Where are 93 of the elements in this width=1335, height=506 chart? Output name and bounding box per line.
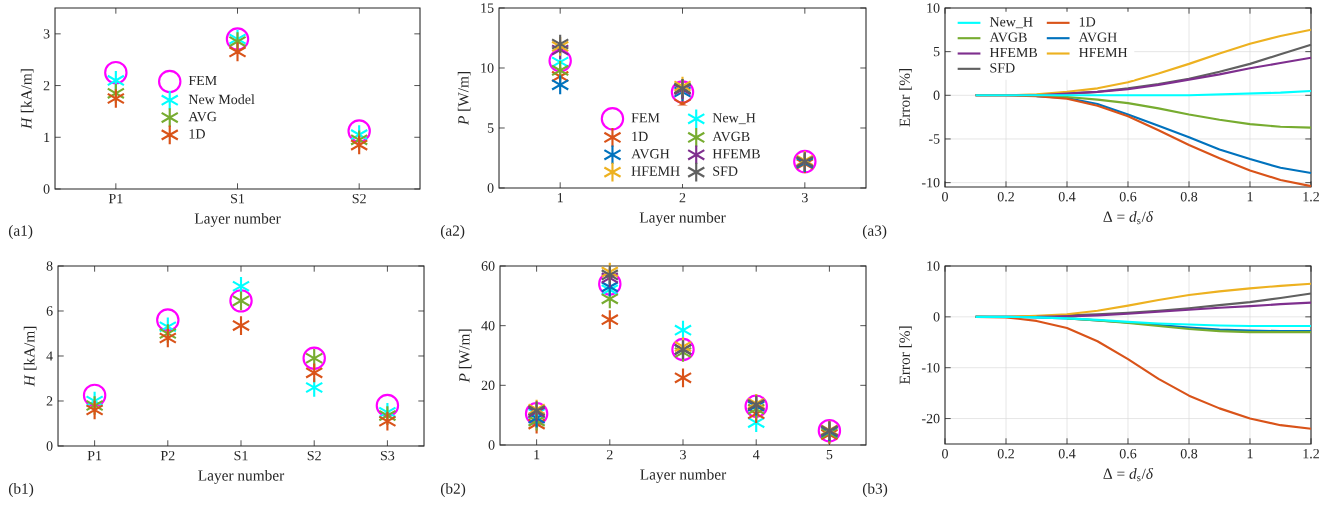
y-tick-label: -5 xyxy=(928,134,940,144)
y-tick-label: -10 xyxy=(921,362,940,373)
y-tick-label: 60 xyxy=(481,261,495,271)
x-tick-label: 1 xyxy=(1247,191,1253,202)
x-tick-label: 3 xyxy=(802,192,808,203)
x-tick-label: P1 xyxy=(108,193,123,204)
x-tick-label: P2 xyxy=(160,450,175,461)
y-tick-label: 0 xyxy=(933,312,940,322)
x-tick-label: 0 xyxy=(942,448,948,459)
y-tick-label: 1 xyxy=(44,132,50,142)
legend-label: AVGB xyxy=(989,32,1027,42)
x-axis-title: Layer number xyxy=(198,469,285,484)
y-axis-title: Error [%] xyxy=(899,69,912,127)
x-axis-title: Δ = d$_{s}$/δ xyxy=(1103,211,1154,225)
x-tick-label: 1 xyxy=(1247,448,1253,459)
legend-label: HFEMB xyxy=(712,149,760,159)
legend-label: HFEMB xyxy=(989,47,1038,58)
y-tick-label: 0 xyxy=(487,183,494,193)
y-tick-label: 2 xyxy=(46,396,53,406)
y-tick-label: 5 xyxy=(933,47,940,57)
y-tick-label: 5 xyxy=(487,123,494,133)
y-tick-label: -20 xyxy=(921,413,940,424)
x-axis-title: Layer number xyxy=(639,211,726,226)
legend-label: AVGB xyxy=(712,131,750,142)
x-tick-label: 0.2 xyxy=(997,191,1014,202)
legend-label: 1D xyxy=(189,129,205,139)
y-axis-title: H [kA/m] xyxy=(23,326,37,387)
x-tick-label: 0 xyxy=(942,191,948,202)
text: (a1) xyxy=(8,225,33,239)
x-tick-label: 2 xyxy=(679,192,686,203)
y-tick-label: 4 xyxy=(46,351,53,361)
x-tick-label: P1 xyxy=(87,450,102,461)
x-tick-label: S3 xyxy=(380,450,395,461)
legend-label: HFEMH xyxy=(631,166,680,176)
y-tick-label: 15 xyxy=(481,3,494,13)
x-tick-label: 3 xyxy=(680,449,686,460)
legend-label: New_H xyxy=(989,17,1033,29)
y-tick-label: 0 xyxy=(46,441,53,451)
x-tick-label: 0.6 xyxy=(1119,191,1137,202)
legend-label: New Model xyxy=(188,94,255,105)
x-tick-label: 1.2 xyxy=(1303,191,1319,202)
y-tick-label: 10 xyxy=(927,261,940,271)
legend-label: SFD xyxy=(990,63,1015,73)
x-tick-label: 0.4 xyxy=(1058,448,1076,459)
text: (b3) xyxy=(862,483,888,497)
legend-label: 1D xyxy=(632,131,648,142)
legend-label: FEM xyxy=(631,113,660,123)
y-tick-label: 20 xyxy=(481,380,495,391)
y-tick-label: 3 xyxy=(43,29,50,39)
x-tick-label: S2 xyxy=(352,193,366,204)
x-tick-label: 0.6 xyxy=(1119,448,1137,459)
y-tick-label: 0 xyxy=(933,90,940,101)
x-tick-label: 0.8 xyxy=(1180,448,1198,459)
x-tick-label: 1.2 xyxy=(1303,448,1319,459)
y-tick-label: 10 xyxy=(481,63,494,73)
y-tick-label: 40 xyxy=(481,320,495,331)
y-tick-label: 10 xyxy=(927,3,940,13)
legend-label: AVGH xyxy=(1078,32,1117,42)
x-tick-label: S1 xyxy=(234,450,248,461)
x-axis-title: Layer number xyxy=(194,212,281,227)
legend-label: AVG xyxy=(188,111,217,122)
legend-label: AVGH xyxy=(631,149,670,159)
text: (b1) xyxy=(8,483,34,497)
x-tick-label: 1 xyxy=(557,192,563,203)
x-tick-label: 5 xyxy=(826,449,833,460)
x-tick-label: S2 xyxy=(307,450,321,461)
x-tick-label: 4 xyxy=(752,449,760,460)
text: (a2) xyxy=(440,225,465,239)
x-axis-title: Δ = d$_{s}$/δ xyxy=(1103,468,1154,482)
x-tick-label: 0.8 xyxy=(1180,191,1198,202)
x-tick-label: 1 xyxy=(534,449,540,460)
legend-label: New_H xyxy=(712,113,756,125)
x-tick-label: S1 xyxy=(231,193,245,204)
legend-label: SFD xyxy=(713,166,738,176)
y-tick-label: 6 xyxy=(46,306,53,316)
y-axis-title: Error [%] xyxy=(899,326,912,385)
y-tick-label: 0 xyxy=(488,440,495,450)
x-axis-title: Layer number xyxy=(640,468,727,483)
y-axis-title: P [W/m] xyxy=(457,72,471,126)
x-tick-label: 0.4 xyxy=(1058,191,1076,202)
x-tick-label: 2 xyxy=(606,449,613,460)
text: (b2) xyxy=(440,483,466,497)
legend-label: HFEMH xyxy=(1079,47,1128,58)
legend-label: FEM xyxy=(188,75,217,86)
text: (a3) xyxy=(862,225,887,239)
legend-label: 1D xyxy=(1079,17,1096,27)
y-tick-label: 2 xyxy=(43,80,50,91)
y-axis-title: P [W/m] xyxy=(458,329,472,383)
x-tick-label: 0.2 xyxy=(997,448,1014,459)
y-axis-title: H [kA/m] xyxy=(20,69,34,130)
y-tick-label: 8 xyxy=(46,261,53,271)
y-tick-label: 0 xyxy=(43,184,50,194)
y-tick-label: -10 xyxy=(921,177,940,188)
